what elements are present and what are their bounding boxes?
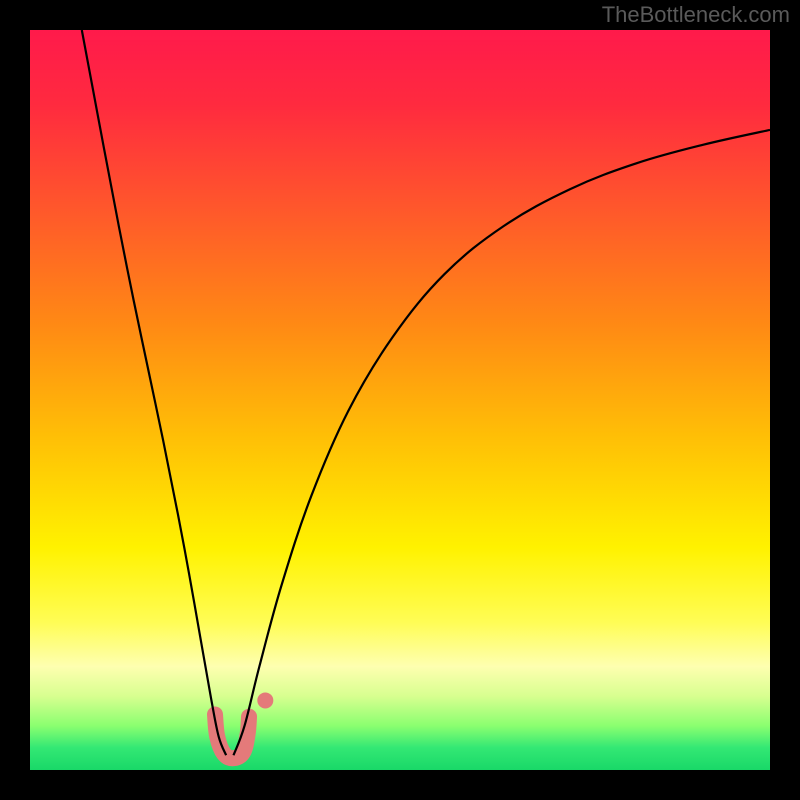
optimal-point-dot: [257, 692, 273, 708]
bottleneck-chart: [0, 0, 800, 800]
watermark-text: TheBottleneck.com: [602, 2, 790, 28]
chart-container: TheBottleneck.com: [0, 0, 800, 800]
plot-background: [30, 30, 770, 770]
